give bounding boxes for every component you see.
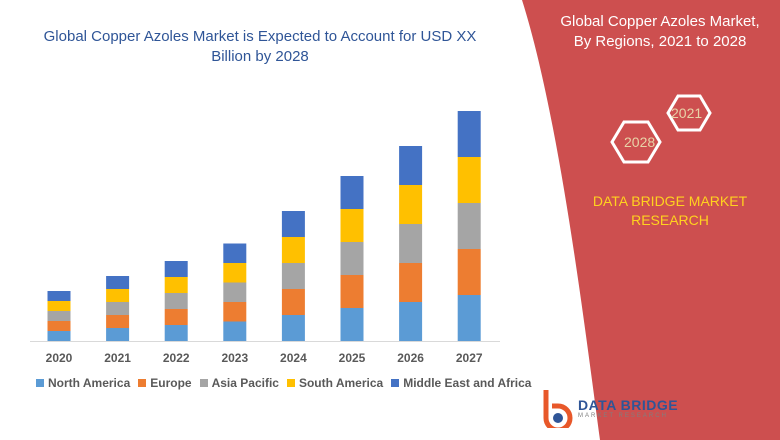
bar-segment xyxy=(164,309,188,325)
stacked-bar-chart: 2020 2021 2022 2023 2024 2025 2026 2027 xyxy=(30,111,500,365)
x-tick-label: 2025 xyxy=(339,351,366,365)
bar-segment xyxy=(223,282,247,302)
legend-item: Asia Pacific xyxy=(199,376,279,390)
bar-segment xyxy=(223,243,247,263)
chart-title: Global Copper Azoles Market is Expected … xyxy=(43,28,477,65)
bar-segment xyxy=(340,308,364,341)
x-tick-label: 2020 xyxy=(46,351,73,365)
bar-segment xyxy=(457,111,481,157)
bar-segment xyxy=(457,157,481,203)
bar-segment xyxy=(457,295,481,341)
bar-segment xyxy=(47,321,71,331)
legend-swatch xyxy=(36,379,44,387)
bar-segment xyxy=(281,315,305,341)
logo-tagline: MARKET RESEARCH xyxy=(578,413,668,419)
bar-segment xyxy=(399,185,423,224)
x-tick-label: 2024 xyxy=(280,351,307,365)
legend-swatch xyxy=(286,379,295,387)
x-tick-label: 2022 xyxy=(163,351,190,365)
x-tick-label: 2023 xyxy=(221,351,248,365)
bar-segment xyxy=(164,293,188,309)
hexagon-2021 xyxy=(666,94,712,132)
bar-segment xyxy=(47,311,71,321)
logo-mark-icon xyxy=(543,390,573,428)
bar-segment xyxy=(340,209,364,242)
legend-swatch xyxy=(199,379,208,387)
bar-segment xyxy=(223,263,247,283)
bar-segment xyxy=(47,331,71,341)
legend-item: South America xyxy=(286,376,384,390)
x-tick-label: 2027 xyxy=(456,351,483,365)
bar-segment xyxy=(106,276,130,289)
bar-segment xyxy=(164,325,188,341)
bar-segment xyxy=(340,242,364,275)
bar-segment xyxy=(281,263,305,289)
bar-segment xyxy=(399,224,423,263)
hex-label-2028: 2028 xyxy=(624,134,656,150)
legend: North America Europe Asia Pacific South … xyxy=(36,376,531,390)
legend-swatch xyxy=(138,379,147,387)
bar-segment xyxy=(340,176,364,209)
bar-segment xyxy=(457,203,481,249)
bar-segment xyxy=(399,146,423,185)
bar-segment xyxy=(223,302,247,322)
x-tick-label: 2026 xyxy=(397,351,424,365)
red-side-panel xyxy=(522,0,780,440)
bar-segment xyxy=(399,263,423,302)
bar-segment xyxy=(47,301,71,311)
logo-name: DATA BRIDGE xyxy=(578,397,679,413)
bar-segment xyxy=(164,261,188,277)
bar-segment xyxy=(281,237,305,263)
side-panel-title: Global Copper Azoles Market, By Regions,… xyxy=(560,13,760,50)
bar-segment xyxy=(281,211,305,237)
legend-swatch xyxy=(391,379,400,387)
legend-label: South America xyxy=(298,376,384,390)
hex-label-2021: 2021 xyxy=(671,105,703,121)
bar-segment xyxy=(223,321,247,341)
legend-item: Middle East and Africa xyxy=(391,376,531,390)
bar-segment xyxy=(340,275,364,308)
legend-item: Europe xyxy=(138,376,192,390)
legend-label: Europe xyxy=(150,376,192,390)
legend-label: Asia Pacific xyxy=(211,376,279,390)
bar-segment xyxy=(164,277,188,293)
bar-segment xyxy=(106,328,130,341)
bar-segment xyxy=(47,291,71,301)
legend-item: North America xyxy=(36,376,130,390)
bar-segment xyxy=(106,302,130,315)
legend-label: Middle East and Africa xyxy=(403,376,532,390)
bar-segment xyxy=(457,249,481,295)
bar-segment xyxy=(399,302,423,341)
x-tick-label: 2021 xyxy=(104,351,131,365)
hexagon-2028 xyxy=(610,120,662,164)
bar-segment xyxy=(106,315,130,328)
bar-segment xyxy=(106,289,130,302)
brand-text: DATA BRIDGE MARKET RESEARCH xyxy=(592,193,748,228)
bar-segment xyxy=(281,289,305,315)
legend-label: North America xyxy=(48,376,131,390)
logo: DATA BRIDGE MARKET RESEARCH xyxy=(540,388,678,428)
